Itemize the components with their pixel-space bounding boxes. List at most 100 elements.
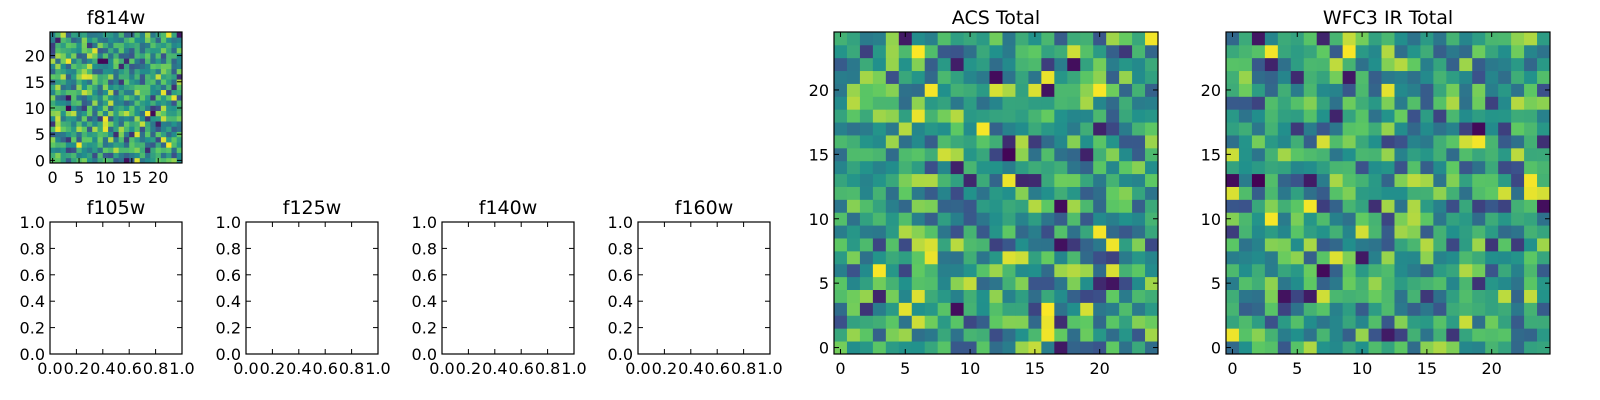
x-tick-label: 0.0 — [429, 359, 454, 378]
heatmap-cell — [55, 126, 61, 132]
heatmap-cell — [1290, 160, 1305, 175]
heatmap-cell — [1264, 212, 1279, 226]
heatmap-cell — [885, 160, 900, 175]
heatmap-cell — [129, 68, 135, 75]
x-tick-label: 0.6 — [312, 359, 337, 378]
heatmap-cell — [97, 152, 104, 159]
heatmap-cell — [872, 122, 887, 136]
heatmap-cell — [989, 276, 1003, 290]
heatmap-cell — [989, 289, 1003, 303]
heatmap-cell — [911, 341, 926, 355]
heatmap-cell — [123, 52, 130, 59]
heatmap-cell — [118, 84, 125, 91]
heatmap-cell — [1106, 263, 1120, 278]
heatmap-cell — [834, 186, 848, 200]
heatmap-cell — [1041, 212, 1055, 226]
heatmap-cell — [1132, 122, 1146, 136]
heatmap-cell — [150, 79, 156, 85]
heatmap-cell — [1041, 160, 1055, 175]
heatmap-cell — [113, 63, 120, 70]
heatmap-cell — [1028, 250, 1042, 265]
heatmap-cell — [55, 63, 61, 70]
heatmap-cell — [65, 47, 72, 54]
heatmap-cell — [1485, 83, 1499, 97]
heatmap-cell — [911, 96, 926, 110]
x-tick-label: 0.8 — [535, 359, 560, 378]
heatmap-cell — [898, 70, 913, 84]
heatmap-cell — [1119, 122, 1133, 136]
heatmap-cell — [1355, 250, 1369, 265]
heatmap-cell — [139, 94, 146, 101]
heatmap-cell — [1132, 57, 1146, 72]
heatmap-cell — [1342, 250, 1356, 265]
heatmap-cell — [166, 157, 172, 164]
heatmap-cell — [1329, 109, 1344, 123]
heatmap-cell — [76, 58, 83, 64]
heatmap-cell — [176, 110, 183, 117]
heatmap-cell — [1264, 263, 1279, 278]
heatmap-cell — [1472, 57, 1486, 72]
heatmap-cell — [55, 42, 61, 49]
heatmap-cell — [176, 142, 183, 148]
heatmap-cell — [1106, 135, 1120, 149]
heatmap-cell — [50, 94, 56, 101]
heatmap-cell — [1277, 70, 1292, 84]
heatmap-cell — [872, 199, 887, 213]
heatmap-cell — [129, 131, 135, 138]
heatmap-cell — [1342, 315, 1356, 329]
heatmap-cell — [1226, 302, 1240, 316]
heatmap-cell — [134, 115, 141, 122]
heatmap-cell — [846, 341, 861, 355]
heatmap-cell — [1472, 32, 1486, 46]
heatmap-cell — [97, 73, 104, 80]
heatmap-cell — [1407, 238, 1421, 252]
heatmap-cell — [1394, 289, 1408, 303]
heatmap-cell — [1329, 173, 1344, 187]
heatmap-cell — [1119, 147, 1133, 162]
heatmap-cell — [1015, 341, 1029, 355]
heatmap-cell — [1433, 341, 1447, 355]
heatmap-cell — [911, 83, 926, 97]
heatmap-cell — [989, 341, 1003, 355]
heatmap-cell — [1132, 250, 1146, 265]
heatmap-cell — [123, 73, 130, 80]
heatmap-cell — [963, 147, 977, 162]
heatmap-cell — [1106, 341, 1120, 355]
heatmap-cell — [859, 109, 874, 123]
heatmap-cell — [65, 52, 72, 59]
heatmap-cell — [76, 152, 83, 159]
heatmap-cell — [123, 126, 130, 132]
y-tick-label: 0.0 — [608, 345, 633, 364]
heatmap-cell — [102, 121, 109, 127]
heatmap-cell — [92, 58, 98, 64]
heatmap-cell — [976, 160, 990, 175]
heatmap-cell — [1368, 289, 1382, 303]
heatmap-cell — [1067, 173, 1081, 187]
heatmap-cell — [1264, 186, 1279, 200]
heatmap-cell — [1420, 32, 1434, 46]
x-tick-label: 15 — [1025, 359, 1045, 378]
heatmap-cell — [1002, 135, 1016, 149]
heatmap-cell — [71, 37, 77, 43]
heatmap-cell — [1106, 302, 1120, 316]
heatmap-cell — [872, 57, 887, 72]
f160w-title: f160w — [675, 197, 734, 219]
heatmap-cell — [97, 110, 104, 117]
heatmap-cell — [155, 115, 162, 122]
heatmap-cell — [1537, 32, 1551, 46]
heatmap-cell — [160, 37, 167, 43]
heatmap-cell — [176, 126, 183, 132]
heatmap-cell — [160, 121, 167, 127]
heatmap-cell — [50, 115, 56, 122]
heatmap-cell — [166, 32, 172, 38]
heatmap-cell — [1459, 276, 1473, 290]
heatmap-cell — [1238, 173, 1253, 187]
heatmap-cell — [1472, 135, 1486, 149]
heatmap-cell — [1524, 70, 1538, 84]
heatmap-cell — [1394, 263, 1408, 278]
heatmap-cell — [885, 225, 900, 239]
heatmap-cell — [166, 37, 172, 43]
heatmap-cell — [1420, 341, 1434, 355]
heatmap-cell — [166, 131, 172, 138]
heatmap-cell — [1290, 83, 1305, 97]
